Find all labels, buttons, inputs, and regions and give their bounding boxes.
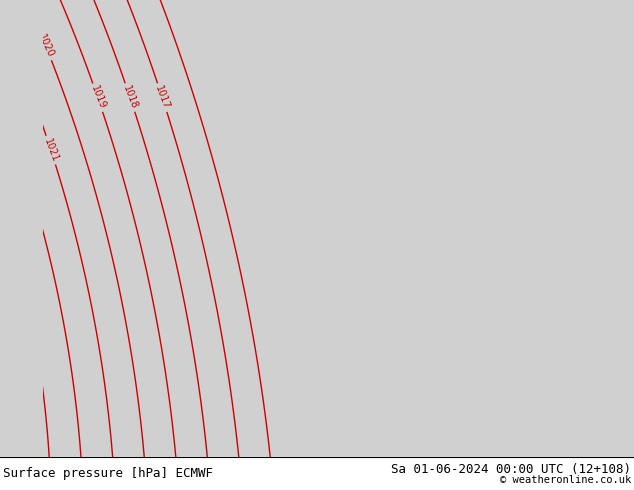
- Text: 1022: 1022: [10, 137, 28, 163]
- Text: Surface pressure [hPa] ECMWF: Surface pressure [hPa] ECMWF: [3, 467, 213, 480]
- Text: 1017: 1017: [153, 84, 171, 111]
- Text: 1018: 1018: [121, 84, 139, 111]
- Text: Sa 01-06-2024 00:00 UTC (12+108): Sa 01-06-2024 00:00 UTC (12+108): [391, 464, 631, 476]
- Text: 1021: 1021: [42, 137, 60, 163]
- Text: 1019: 1019: [89, 84, 107, 111]
- Text: © weatheronline.co.uk: © weatheronline.co.uk: [500, 475, 631, 485]
- Text: 1020: 1020: [36, 33, 56, 60]
